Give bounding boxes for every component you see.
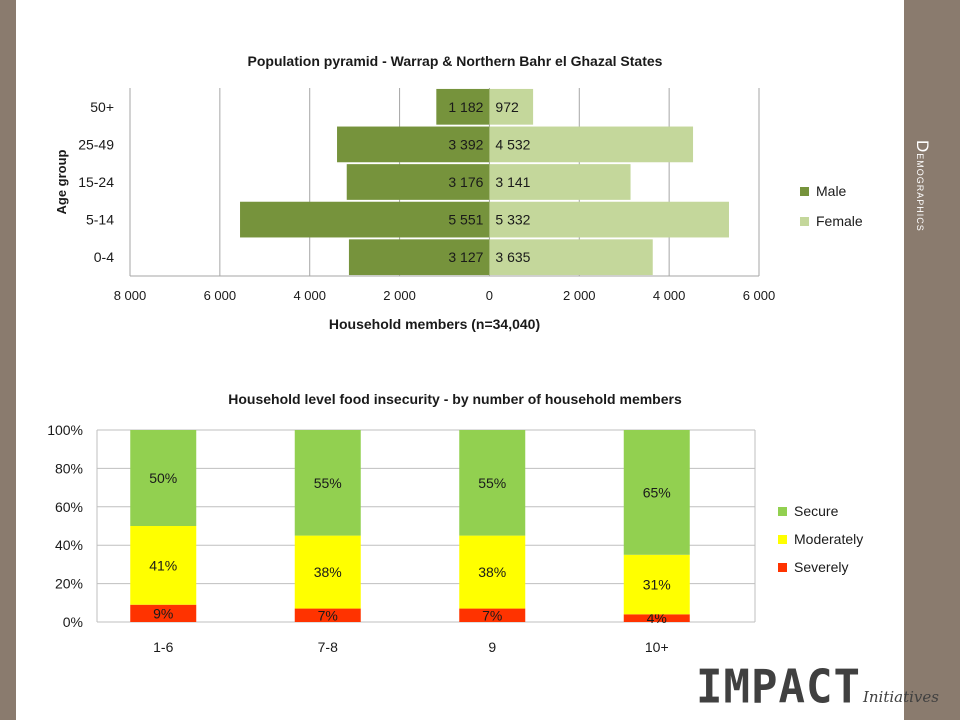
legend-swatch — [800, 187, 809, 196]
bar-female — [489, 239, 653, 276]
legend-label: Moderately — [794, 531, 863, 547]
bar-moderately — [623, 554, 690, 615]
data-label-female: 4 532 — [495, 136, 530, 152]
data-label-female: 5 332 — [495, 212, 530, 228]
data-label-male: 5 551 — [448, 212, 483, 228]
bar-moderately — [459, 535, 526, 609]
data-label-secure: 65% — [643, 484, 671, 500]
bar-severely — [623, 614, 690, 622]
x-tick-label: 0 — [486, 288, 493, 303]
data-label-moderately: 31% — [643, 577, 671, 593]
data-label-secure: 55% — [314, 475, 342, 491]
legend-label: Female — [816, 213, 863, 229]
section-title: Demographics — [912, 140, 932, 232]
data-label-male: 1 182 — [448, 99, 483, 115]
x-tick-label: 8 000 — [114, 288, 147, 303]
impact-initiatives-logo: IMPACT Initiatives — [696, 660, 939, 715]
bar-male — [348, 239, 490, 276]
data-label-severely: 7% — [318, 607, 338, 623]
left-accent-bar — [0, 0, 16, 720]
legend-label: Male — [816, 183, 847, 199]
section-title-initial: D — [913, 140, 932, 154]
y-tick-label: 50+ — [90, 99, 114, 115]
bar-moderately — [294, 535, 361, 609]
bar-secure — [294, 430, 361, 536]
logo-main-text: IMPACT — [696, 660, 861, 715]
bar-secure — [459, 430, 526, 536]
data-label-severely: 7% — [482, 607, 502, 623]
food-insecurity-chart: Household level food insecurity - by num… — [47, 391, 863, 655]
y-tick-label: 20% — [55, 576, 83, 592]
y-tick-label: 100% — [47, 422, 83, 438]
data-label-male: 3 392 — [448, 136, 483, 152]
data-label-moderately: 38% — [314, 564, 342, 580]
data-label-female: 3 141 — [495, 174, 530, 190]
x-tick-label: 2 000 — [383, 288, 416, 303]
bar-secure — [623, 430, 690, 555]
bar-severely — [459, 608, 526, 622]
legend-label: Secure — [794, 503, 839, 519]
section-side-panel — [904, 0, 960, 720]
bar-female — [489, 126, 694, 163]
bar-male — [337, 126, 490, 163]
bar-male — [240, 201, 490, 238]
y-tick-label: 40% — [55, 537, 83, 553]
y-axis-title: Age group — [54, 149, 69, 214]
population-pyramid-chart: Population pyramid - Warrap & Northern B… — [54, 53, 863, 332]
y-tick-label: 60% — [55, 499, 83, 515]
legend-swatch — [800, 217, 809, 226]
chart-title: Household level food insecurity - by num… — [228, 391, 682, 407]
data-label-moderately: 41% — [149, 557, 177, 573]
y-tick-label: 5-14 — [86, 212, 114, 228]
data-label-severely: 9% — [153, 605, 173, 621]
x-tick-label: 6 000 — [204, 288, 237, 303]
y-tick-label: 0-4 — [94, 249, 114, 265]
logo-sub-text: Initiatives — [862, 688, 939, 706]
data-label-male: 3 176 — [448, 174, 483, 190]
legend-swatch — [778, 563, 787, 572]
bar-moderately — [130, 526, 197, 605]
y-tick-label: 25-49 — [78, 136, 114, 152]
chart-title: Population pyramid - Warrap & Northern B… — [248, 53, 663, 69]
x-tick-label: 4 000 — [293, 288, 326, 303]
x-tick-label: 10+ — [645, 639, 669, 655]
bar-male — [436, 88, 490, 125]
bar-female — [489, 88, 534, 125]
data-label-female: 3 635 — [495, 249, 530, 265]
data-label-male: 3 127 — [448, 249, 483, 265]
bar-severely — [294, 608, 361, 622]
data-label-secure: 50% — [149, 470, 177, 486]
y-tick-label: 15-24 — [78, 174, 114, 190]
x-tick-label: 4 000 — [653, 288, 686, 303]
bar-severely — [130, 604, 197, 622]
bar-female — [489, 164, 631, 200]
legend-swatch — [778, 535, 787, 544]
x-tick-label: 7-8 — [318, 639, 338, 655]
bar-secure — [130, 430, 197, 526]
data-label-moderately: 38% — [478, 564, 506, 580]
x-tick-label: 1-6 — [153, 639, 173, 655]
x-tick-label: 6 000 — [743, 288, 776, 303]
section-title-rest: emographics — [914, 153, 929, 232]
x-tick-label: 2 000 — [563, 288, 596, 303]
y-tick-label: 80% — [55, 460, 83, 476]
data-label-female: 972 — [495, 99, 519, 115]
y-tick-label: 0% — [63, 614, 83, 630]
data-label-secure: 55% — [478, 475, 506, 491]
legend-label: Severely — [794, 559, 848, 575]
x-axis-title: Household members (n=34,040) — [329, 316, 540, 332]
bar-male — [346, 164, 490, 200]
bar-female — [489, 201, 729, 238]
legend-swatch — [778, 507, 787, 516]
x-tick-label: 9 — [488, 639, 496, 655]
